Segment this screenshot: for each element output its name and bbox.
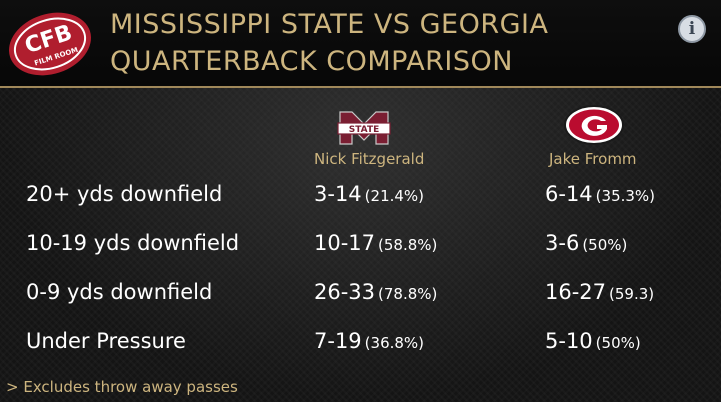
- stat-pct: (35.3%): [595, 187, 656, 205]
- row-label: 20+ yds downfield: [26, 182, 223, 206]
- stat-main: 10-17: [314, 231, 376, 255]
- row-label: 10-19 yds downfield: [26, 231, 240, 255]
- header-bar: CFB FILM ROOM MISSISSIPPI STATE VS GEORG…: [0, 0, 721, 88]
- stat-main: 26-33: [314, 280, 376, 304]
- stat-main: 6-14: [545, 182, 593, 206]
- stat-cell: 16-27 (59.3): [545, 280, 654, 304]
- page-title-line1: MISSISSIPPI STATE VS GEORGIA: [110, 9, 549, 40]
- mississippi-state-logo: STATE: [337, 111, 391, 145]
- stat-main: 3-6: [545, 231, 580, 255]
- stat-pct: (59.3): [609, 285, 655, 303]
- stat-cell: 7-19 (36.8%): [314, 329, 424, 353]
- stat-pct: (21.4%): [364, 187, 425, 205]
- stat-main: 7-19: [314, 329, 362, 353]
- player-name-uga: Jake Fromm: [549, 150, 637, 168]
- stat-main: 5-10: [545, 329, 593, 353]
- player-name-msu: Nick Fitzgerald: [314, 150, 425, 168]
- row-label: Under Pressure: [26, 329, 186, 353]
- stat-main: 16-27: [545, 280, 607, 304]
- stat-pct: (50%): [582, 236, 628, 254]
- stat-cell: 26-33 (78.8%): [314, 280, 437, 304]
- georgia-g-logo: [564, 105, 624, 145]
- info-icon[interactable]: i: [678, 15, 706, 43]
- stat-pct: (50%): [595, 334, 641, 352]
- stat-cell: 10-17 (58.8%): [314, 231, 437, 255]
- info-glyph: i: [688, 19, 696, 39]
- footnote: > Excludes throw away passes: [6, 378, 238, 396]
- row-label: 0-9 yds downfield: [26, 280, 213, 304]
- stat-main: 3-14: [314, 182, 362, 206]
- stat-cell: 6-14 (35.3%): [545, 182, 655, 206]
- stat-cell: 3-14 (21.4%): [314, 182, 424, 206]
- stat-pct: (78.8%): [378, 285, 438, 303]
- svg-text:STATE: STATE: [349, 125, 379, 135]
- cfb-film-room-logo: CFB FILM ROOM: [8, 12, 92, 76]
- page-title-line2: QUARTERBACK COMPARISON: [110, 46, 513, 77]
- stat-pct: (36.8%): [364, 334, 425, 352]
- stat-cell: 5-10 (50%): [545, 329, 641, 353]
- stat-pct: (58.8%): [378, 236, 438, 254]
- stat-cell: 3-6 (50%): [545, 231, 627, 255]
